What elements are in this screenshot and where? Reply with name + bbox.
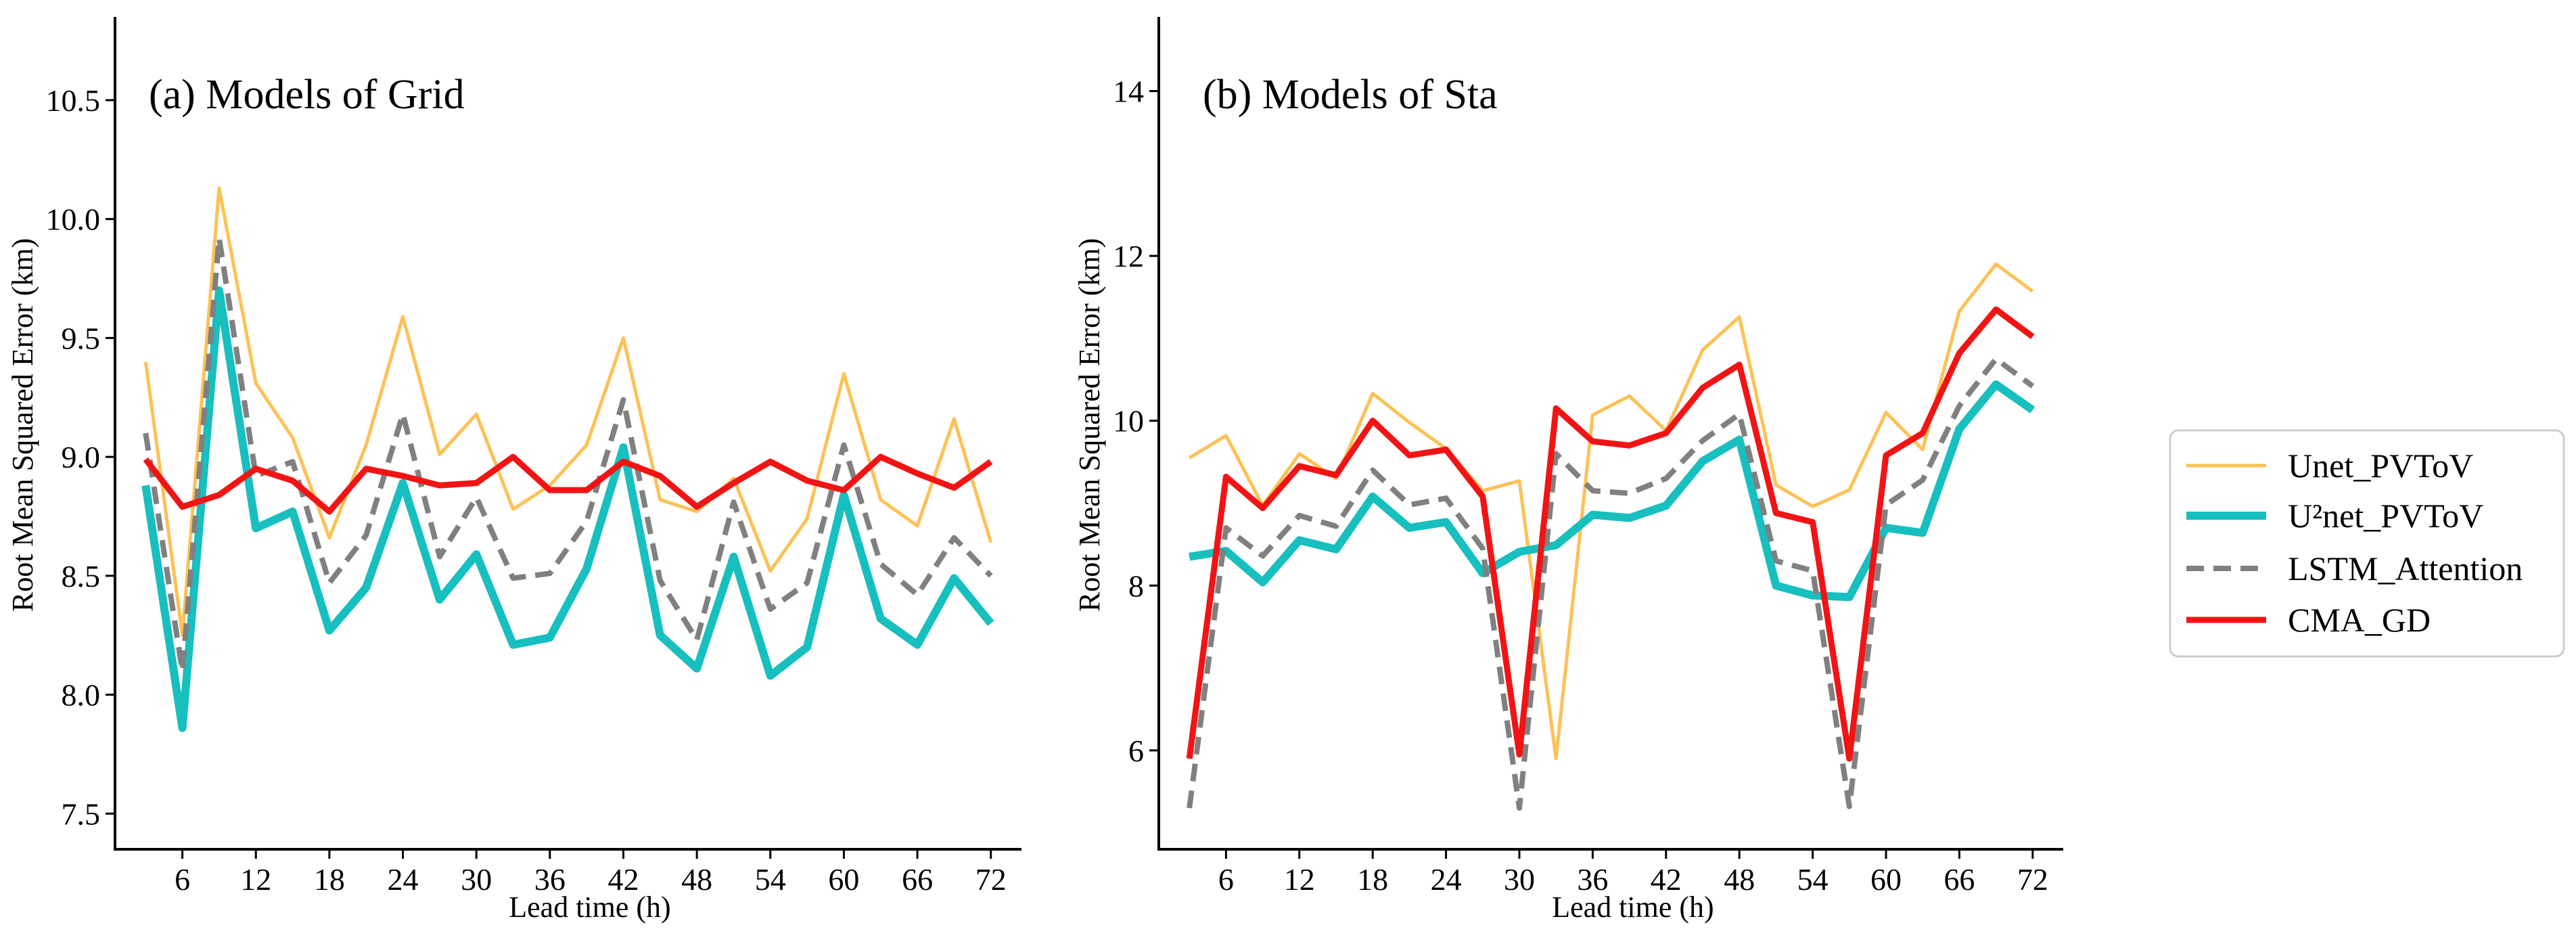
grid-series-cma-line [143,453,993,515]
grid-ticks: 6 12 18 24 30 36 42 48 54 60 66 72 7.5 8.0 8.5 9.0 9.5 10… [46,83,1007,897]
grid-series-u2net-line [141,286,994,732]
legend-label-u2net: U²net_PVToV [2288,497,2483,535]
sta-series-cma-line [1186,306,2035,762]
grid-x-tick-label: 12 [240,862,271,897]
legend-item-cma: CMA_GD [2186,601,2431,639]
legend-item-unet: Unet_PVToV [2186,447,2473,485]
grid-y-axis-label: Root Mean Squared Error (km) [6,238,39,612]
grid-x-tick-label: 66 [902,862,933,897]
legend-label-unet: Unet_PVToV [2288,447,2473,485]
grid-series-layer [141,186,994,732]
grid-y-tick-label: 10.5 [46,83,101,118]
grid-y-tick-label: 7.5 [62,797,101,831]
sta-y-tick-label: 14 [1113,74,1144,109]
grid-x-tick-label: 42 [607,862,639,897]
grid-axes [114,17,1021,851]
legend-label-cma: CMA_GD [2288,601,2431,639]
grid-x-tick-label: 72 [975,862,1007,897]
legend-label-lstm: LSTM_Attention [2288,550,2523,587]
grid-x-tick-label: 18 [314,862,345,897]
sta-y-tick-label: 12 [1113,239,1144,273]
sta-x-tick-label: 72 [2017,862,2048,897]
legend-item-lstm: LSTM_Attention [2186,550,2523,587]
legend-frame [2169,429,2565,658]
sta-x-tick-label: 24 [1431,862,1462,897]
sta-x-tick-label: 60 [1870,862,1902,897]
sta-ticks: 6 12 18 24 30 36 42 48 54 60 66 72 6 8 10 12 14 [1113,74,2048,897]
sta-x-tick-label: 48 [1724,862,1755,897]
grid-series-lstm-line [143,235,993,674]
sta-x-tick-label: 66 [1944,862,1975,897]
sta-series-u2net-line [1189,380,2036,602]
grid-x-tick-label: 54 [755,862,786,897]
sta-x-tick-label: 42 [1651,862,1682,897]
sta-x-tick-label: 36 [1577,862,1608,897]
panel-grid: 6 12 18 24 30 36 42 48 54 60 66 72 7.5 8.0 8.5 9.0 9.5 10… [6,17,1021,924]
grid-y-tick-label: 9.5 [62,321,101,355]
sta-x-axis-label: Lead time (h) [1552,891,1714,924]
sta-x-tick-label: 18 [1357,862,1388,897]
grid-panel-title: (a) Models of Grid [149,72,465,118]
grid-x-tick-label: 24 [388,862,419,897]
grid-y-tick-label: 8.5 [62,559,101,593]
legend-item-u2net: U²net_PVToV [2186,497,2483,535]
panel-sta: 6 12 18 24 30 36 42 48 54 60 66 72 6 8 10 12 14 (b) Mode… [1073,17,2063,924]
sta-y-tick-label: 6 [1128,734,1144,768]
sta-y-tick-label: 8 [1128,568,1144,603]
legend: Unet_PVToV U²net_PVToV LSTM_Attention CM… [2169,429,2565,658]
sta-y-tick-label: 10 [1113,404,1144,439]
grid-y-tick-label: 10.0 [46,202,101,237]
grid-x-tick-label: 30 [461,862,492,897]
sta-series-layer [1186,262,2036,811]
sta-x-tick-label: 6 [1218,862,1234,897]
grid-x-tick-label: 6 [175,862,190,897]
grid-y-tick-label: 9.0 [62,440,101,474]
grid-x-axis-label: Lead time (h) [509,891,670,924]
grid-x-tick-label: 36 [534,862,566,897]
sta-axes [1157,17,2063,851]
sta-x-tick-label: 30 [1504,862,1535,897]
sta-panel-title: (b) Models of Sta [1203,72,1498,118]
sta-x-tick-label: 12 [1284,862,1315,897]
grid-x-tick-label: 48 [681,862,712,897]
grid-y-tick-label: 8.0 [62,678,101,713]
grid-x-tick-label: 60 [828,862,859,897]
sta-y-axis-label: Root Mean Squared Error (km) [1073,238,1106,612]
sta-x-tick-label: 54 [1797,862,1828,897]
grid-series-unet-line [143,186,993,637]
sta-series-lstm-line [1187,356,2035,811]
